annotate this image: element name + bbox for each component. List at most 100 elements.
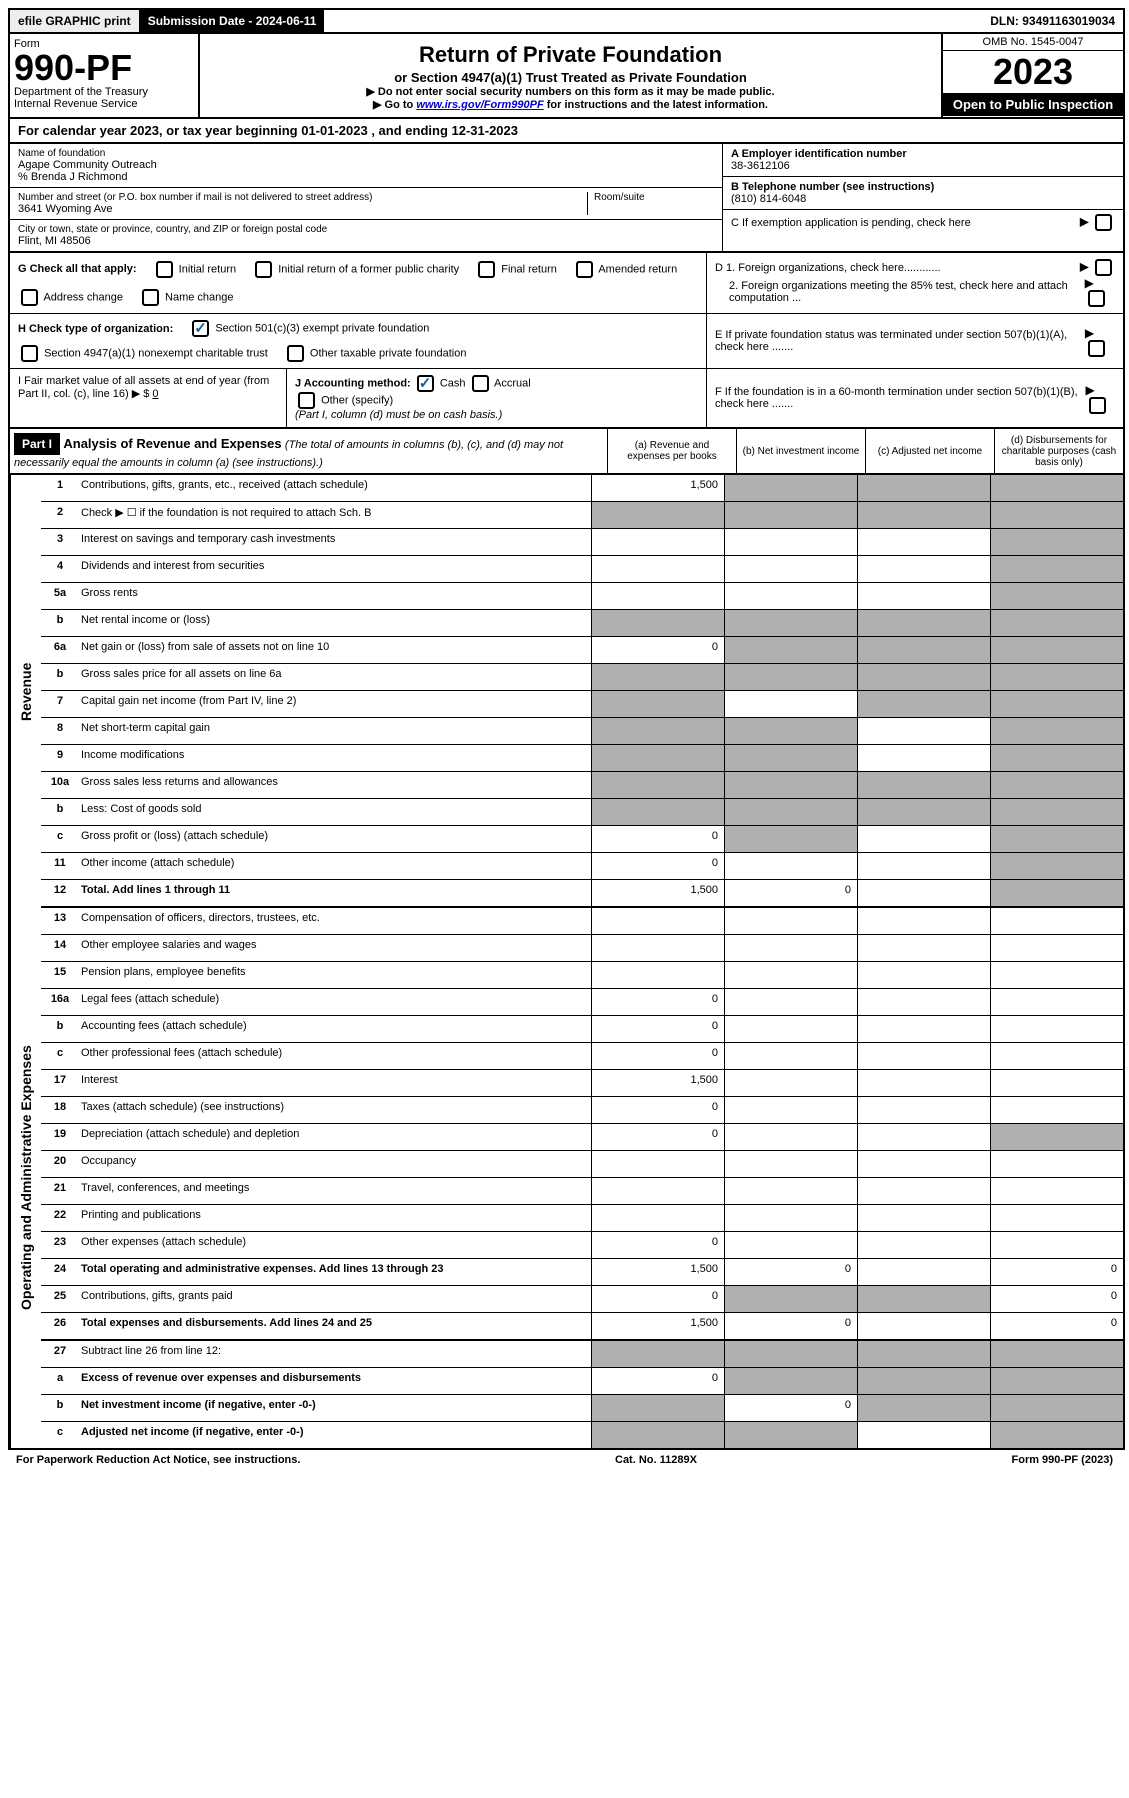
line-18-a: 0 — [591, 1097, 724, 1123]
d2-checkbox[interactable] — [1088, 290, 1105, 307]
line-9: Income modifications — [79, 745, 591, 771]
note-goto: ▶ Go to www.irs.gov/Form990PF for instru… — [206, 98, 935, 111]
line-25-a: 0 — [591, 1286, 724, 1312]
line-15: Pension plans, employee benefits — [79, 962, 591, 988]
note-prefix: ▶ Go to — [373, 99, 416, 111]
expenses-body: 13Compensation of officers, directors, t… — [41, 908, 1123, 1448]
top-bar: efile GRAPHIC print Submission Date - 20… — [10, 10, 1123, 34]
j-accrual: Accrual — [494, 377, 531, 389]
submission-date: Submission Date - 2024-06-11 — [140, 10, 325, 32]
phone-cell: B Telephone number (see instructions) (8… — [723, 177, 1123, 210]
i-j-f-row: I Fair market value of all assets at end… — [10, 369, 1123, 429]
line-5a: Gross rents — [79, 583, 591, 609]
e-checkbox[interactable] — [1088, 340, 1105, 357]
line-3: Interest on savings and temporary cash i… — [79, 529, 591, 555]
expenses-side-label: Operating and Administrative Expenses — [10, 908, 41, 1448]
line-8: Net short-term capital gain — [79, 718, 591, 744]
revenue-body: 1Contributions, gifts, grants, etc., rec… — [41, 475, 1123, 908]
line-7: Capital gain net income (from Part IV, l… — [79, 691, 591, 717]
g-opt-5: Name change — [165, 291, 234, 303]
j-other: Other (specify) — [321, 394, 393, 406]
line-16c-a: 0 — [591, 1043, 724, 1069]
irs-label: Internal Revenue Service — [14, 98, 194, 110]
line-16a: Legal fees (attach schedule) — [79, 989, 591, 1015]
line-27b: Net investment income (if negative, ente… — [79, 1395, 591, 1421]
j-section: J Accounting method: Cash Accrual Other … — [287, 369, 707, 427]
note-suffix: for instructions and the latest informat… — [544, 99, 768, 111]
line-27a: Excess of revenue over expenses and disb… — [79, 1368, 591, 1394]
j-label: J Accounting method: — [295, 377, 411, 389]
note-ssn: ▶ Do not enter social security numbers o… — [206, 85, 935, 98]
f-checkbox[interactable] — [1089, 397, 1106, 414]
h-opt-2: Other taxable private foundation — [310, 347, 467, 359]
line-17-a: 1,500 — [591, 1070, 724, 1096]
amended-return-checkbox[interactable] — [576, 261, 593, 278]
d2-row: 2. Foreign organizations meeting the 85%… — [715, 276, 1115, 307]
cash-checkbox[interactable] — [417, 375, 434, 392]
line-2: Check ▶ ☐ if the foundation is not requi… — [79, 502, 591, 528]
line-24-d: 0 — [990, 1259, 1123, 1285]
line-6a-a: 0 — [591, 637, 724, 663]
line-27a-a: 0 — [591, 1368, 724, 1394]
e-label: E If private foundation status was termi… — [715, 329, 1085, 353]
other-method-checkbox[interactable] — [298, 392, 315, 409]
form-subtitle: or Section 4947(a)(1) Trust Treated as P… — [206, 70, 935, 85]
line-18: Taxes (attach schedule) (see instruction… — [79, 1097, 591, 1123]
f-label: F If the foundation is in a 60-month ter… — [715, 386, 1086, 410]
501c3-checkbox[interactable] — [192, 320, 209, 337]
form-container: efile GRAPHIC print Submission Date - 20… — [8, 8, 1125, 1450]
open-public-badge: Open to Public Inspection — [943, 93, 1123, 116]
phone-value: (810) 814-6048 — [731, 193, 1115, 205]
accrual-checkbox[interactable] — [472, 375, 489, 392]
ein-value: 38-3612106 — [731, 160, 1115, 172]
line-1: Contributions, gifts, grants, etc., rece… — [79, 475, 591, 501]
line-12: Total. Add lines 1 through 11 — [79, 880, 591, 906]
room-label: Room/suite — [594, 192, 714, 203]
address-change-checkbox[interactable] — [21, 289, 38, 306]
tax-year: 2023 — [943, 51, 1123, 93]
calendar-year-row: For calendar year 2023, or tax year begi… — [10, 119, 1123, 144]
city-cell: City or town, state or province, country… — [10, 220, 722, 251]
part1-title: Analysis of Revenue and Expenses — [63, 436, 281, 451]
i-label: I Fair market value of all assets at end… — [18, 375, 269, 400]
line-17: Interest — [79, 1070, 591, 1096]
g-label: G Check all that apply: — [18, 263, 137, 275]
initial-return-checkbox[interactable] — [156, 261, 173, 278]
header-left: Form 990-PF Department of the Treasury I… — [10, 34, 200, 117]
g-opt-4: Address change — [43, 291, 123, 303]
h-opt-1: Section 4947(a)(1) nonexempt charitable … — [44, 347, 268, 359]
exemption-cell: C If exemption application is pending, c… — [723, 210, 1123, 235]
line-27c: Adjusted net income (if negative, enter … — [79, 1422, 591, 1448]
f-section: F If the foundation is in a 60-month ter… — [707, 369, 1123, 427]
line-13: Compensation of officers, directors, tru… — [79, 908, 591, 934]
final-return-checkbox[interactable] — [478, 261, 495, 278]
line-14: Other employee salaries and wages — [79, 935, 591, 961]
line-24-b: 0 — [724, 1259, 857, 1285]
exemption-label: C If exemption application is pending, c… — [731, 217, 971, 229]
col-a-header: (a) Revenue and expenses per books — [607, 429, 736, 473]
initial-former-checkbox[interactable] — [255, 261, 272, 278]
j-note: (Part I, column (d) must be on cash basi… — [295, 409, 502, 421]
d1-row: D 1. Foreign organizations, check here..… — [715, 259, 1115, 276]
other-taxable-checkbox[interactable] — [287, 345, 304, 362]
name-label: Name of foundation — [18, 148, 714, 159]
foundation-name: Agape Community Outreach — [18, 159, 714, 171]
e-section: E If private foundation status was termi… — [707, 314, 1123, 368]
line-26-d: 0 — [990, 1313, 1123, 1339]
line-11: Other income (attach schedule) — [79, 853, 591, 879]
form-number: 990-PF — [14, 50, 194, 86]
name-change-checkbox[interactable] — [142, 289, 159, 306]
line-19-a: 0 — [591, 1124, 724, 1150]
instructions-link[interactable]: www.irs.gov/Form990PF — [416, 99, 543, 111]
city-label: City or town, state or province, country… — [18, 224, 714, 235]
4947-checkbox[interactable] — [21, 345, 38, 362]
line-6a: Net gain or (loss) from sale of assets n… — [79, 637, 591, 663]
line-27: Subtract line 26 from line 12: — [79, 1341, 591, 1367]
line-16b-a: 0 — [591, 1016, 724, 1042]
efile-button[interactable]: efile GRAPHIC print — [10, 10, 140, 32]
line-21: Travel, conferences, and meetings — [79, 1178, 591, 1204]
line-1-a: 1,500 — [591, 475, 724, 501]
line-10a: Gross sales less returns and allowances — [79, 772, 591, 798]
d1-checkbox[interactable] — [1095, 259, 1112, 276]
exemption-checkbox[interactable] — [1095, 214, 1112, 231]
